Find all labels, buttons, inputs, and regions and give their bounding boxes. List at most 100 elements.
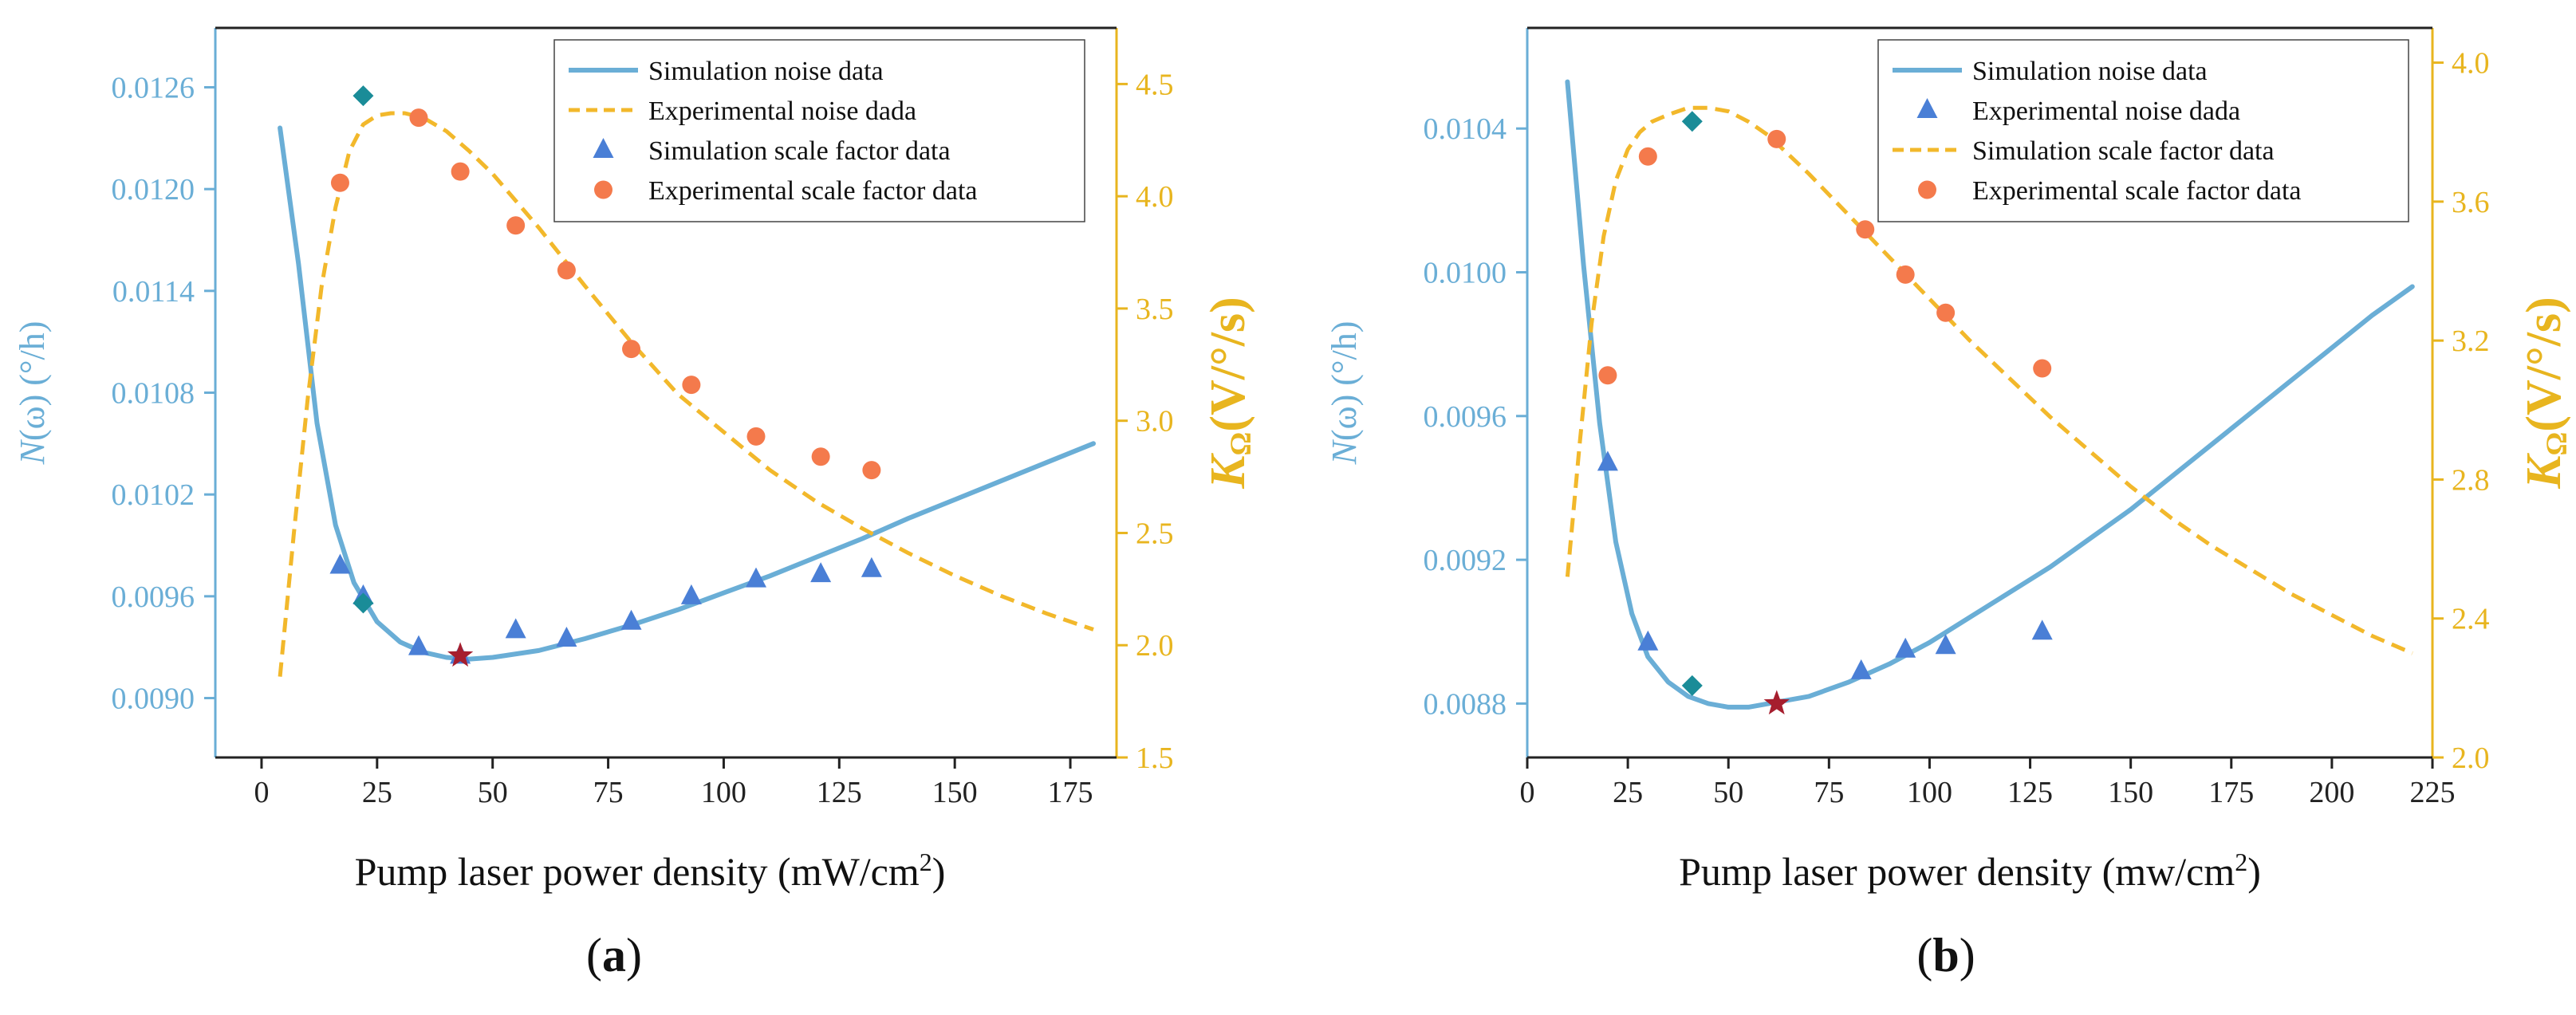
panel-a-x-tick-label: 150 [932,776,978,809]
panel-a-triangle-marker [556,627,577,647]
panel-a-y-right-tick-label: 2.5 [1136,517,1174,550]
panel-a-triangle-marker [810,562,832,583]
panel-b-circle-marker [1936,303,1956,322]
panel-a-y-right-tick-label: 4.0 [1136,180,1174,214]
panel-a-circle-marker [409,108,428,128]
panel-b-y-right-axis-label: KΩ(V/°/s) [2517,297,2574,490]
panel-b-x-tick-label: 125 [2007,776,2053,809]
panel-b-y-right-tick-label: 3.6 [2452,186,2490,219]
panel-b-triangle-marker [1895,637,1916,658]
panel-a-circle-marker [746,427,766,446]
panel-b-x-tick-label: 25 [1613,776,1643,809]
panel-a-x-tick-label: 50 [478,776,508,809]
panel-b-circle-marker [2033,359,2052,378]
panel-b-x-tick-label: 0 [1520,776,1535,809]
panel-b-triangle-marker [1850,659,1872,679]
panel-b-legend-label: Simulation noise data [1972,57,2208,86]
panel-a-triangle-marker [329,553,351,574]
panel-b-y-left-tick-label: 0.0104 [1424,112,1507,146]
panel-b-y-right-tick-label: 2.8 [2452,463,2490,497]
panel-b: 0 25 50 75 100 125 150 175 200 225 0.0088 0.0092 0.0… [1325,26,2574,982]
panel-a-diamond-marker [353,592,374,614]
panel-b-y-left-tick-label: 0.0088 [1424,687,1507,721]
panel-a-triangle-marker [861,557,882,577]
panel-b-x-tick-label: 100 [1907,776,1952,809]
panel-b-diamond-marker [1681,111,1703,132]
panel-a-x-axis-label: Pump laser power density (mW/cm2) [355,848,946,894]
panel-b-y-left-tick-label: 0.0096 [1424,400,1507,434]
panel-b-legend-triangle-swatch [1916,98,1938,118]
panel-b-triangle-marker [2031,620,2053,640]
panel-a-diamond-marker [353,85,374,107]
panel-a-y-right-tick-label: 1.5 [1136,742,1174,775]
panel-b-legend: Simulation noise data Experimental noise … [1877,39,2409,222]
panel-a-legend: Simulation noise data Experimental noise … [553,39,1085,222]
panel-a-legend-triangle-swatch [593,138,614,158]
panel-a-x-tick-label: 125 [817,776,862,809]
panel-a-legend-box [553,39,1085,222]
panel-b-circle-marker [1896,265,1915,284]
panel-b-plot-layer: 0 25 50 75 100 125 150 175 200 225 0.0088 0.0092 0.0… [1325,26,2574,809]
panel-a: 0 25 50 75 100 125 150 175 0.0090 0.0096 0.0102 0.0… [13,26,1258,982]
panel-a-circle-marker [622,340,641,359]
panel-b-y-left-tick-label: 0.0092 [1424,544,1507,577]
panel-b-y-left-axis-label: N(ω) (°/h) [1325,321,1364,466]
panel-b-y-right-tick-label: 2.4 [2452,603,2490,636]
panel-b-circle-marker [1767,129,1786,148]
panel-b-x-tick-label: 225 [2410,776,2456,809]
panel-b-noise-curve [1565,79,2415,710]
panel-a-label: (a) [586,929,642,982]
panel-a-triangle-marker [505,618,526,639]
panel-a-legend-label: Experimental scale factor data [648,176,978,206]
panel-b-label: (b) [1916,929,1975,982]
panel-a-triangle-marker [746,567,766,588]
panel-a-y-right-tick-label: 3.0 [1136,405,1174,439]
panel-a-triangle-marker [408,635,429,655]
panel-a-y-right-tick-label: 4.5 [1136,68,1174,101]
panel-a-x-tick-label: 25 [362,776,392,809]
panel-a-legend-label: Simulation noise data [648,57,884,86]
panel-a-y-left-axis-label: N(ω) (°/h) [13,321,52,466]
panel-a-circle-marker [811,447,830,466]
panel-b-circle-marker [1856,220,1875,239]
panel-a-y-left-tick-label: 0.0108 [112,377,195,411]
panel-a-circle-marker [451,162,470,181]
panel-a-y-left-tick-label: 0.0126 [112,71,195,104]
panel-b-diamond-marker [1681,675,1703,696]
panel-a-circle-marker [682,376,701,395]
panel-b-legend-box [1877,39,2409,222]
panel-a-y-left-tick-label: 0.0090 [112,683,195,716]
panel-a-circle-marker [506,216,526,235]
panel-a-legend-label: Simulation scale factor data [648,136,951,166]
panel-b-scale-factor-curve [1565,105,2413,655]
panel-b-legend-label: Experimental noise dada [1972,96,2240,126]
panel-a-triangle-marker [680,584,702,604]
panel-a-y-right-tick-label: 3.5 [1136,293,1174,326]
panel-a-circle-marker [330,173,349,192]
panel-b-x-tick-label: 150 [2108,776,2153,809]
panel-a-y-right-tick-label: 2.0 [1136,629,1174,663]
panel-b-star-marker [1763,690,1790,715]
panel-b-legend-circle-swatch [1918,180,1936,199]
panel-b-triangle-marker [1637,630,1659,651]
panel-b-x-tick-label: 175 [2208,776,2254,809]
panel-a-plot-layer: 0 25 50 75 100 125 150 175 0.0090 0.0096 0.0102 0.0… [13,26,1258,809]
panel-a-circle-marker [557,261,576,280]
panel-b-y-right-tick-label: 2.0 [2452,742,2490,775]
panel-b-x-tick-label: 200 [2309,776,2354,809]
panel-a-x-tick-label: 175 [1048,776,1093,809]
panel-a-circle-marker [862,461,881,480]
panel-b-x-tick-label: 75 [1814,776,1844,809]
panel-b-triangle-marker [1935,634,1956,655]
panel-b-circle-marker [1638,147,1657,166]
panel-a-legend-circle-swatch [594,180,612,199]
panel-b-triangle-marker [1597,450,1618,471]
panel-a-legend-label: Experimental noise dada [648,96,916,126]
panel-b-legend-label: Simulation scale factor data [1972,136,2275,166]
panel-b-y-right-tick-label: 3.2 [2452,325,2490,358]
panel-b-legend-label: Experimental scale factor data [1972,176,2302,206]
panel-a-y-left-tick-label: 0.0102 [112,478,195,512]
panel-a-x-tick-label: 75 [593,776,624,809]
panel-b-x-tick-label: 50 [1713,776,1743,809]
